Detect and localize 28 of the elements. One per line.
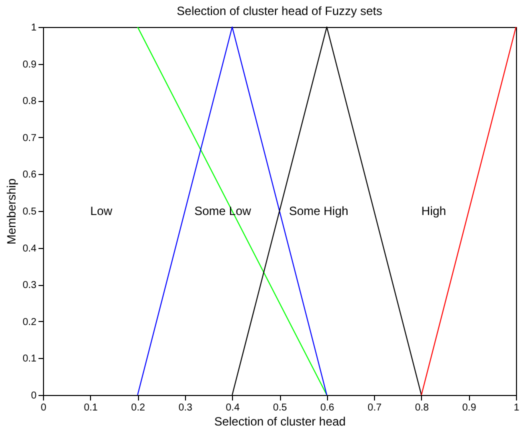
y-tick-label: 0.3 <box>22 280 37 292</box>
x-tick-label: 0.7 <box>368 402 382 414</box>
y-tick-label: 0.5 <box>22 206 37 218</box>
x-tick-label: 0.9 <box>462 402 477 414</box>
x-tick-label: 0.6 <box>320 402 335 414</box>
annotation: Some High <box>288 204 348 218</box>
y-tick-label: 0.2 <box>22 316 37 328</box>
x-tick-label: 1 <box>514 402 520 414</box>
y-tick-label: 0.8 <box>22 96 37 108</box>
y-tick-label: 0 <box>30 390 37 402</box>
annotation: High <box>421 204 446 218</box>
x-tick-label: 0.5 <box>273 402 288 414</box>
x-tick-label: 0.2 <box>131 402 146 414</box>
x-tick-label: 0.1 <box>84 402 98 414</box>
x-axis-title: Selection of cluster head <box>214 414 346 428</box>
y-tick-label: 0.4 <box>22 243 37 254</box>
y-axis-title: Membership <box>4 178 19 245</box>
x-tick-label: 0.8 <box>414 402 430 414</box>
y-tick-label: 0.9 <box>22 59 37 70</box>
y-tick-label: 0.6 <box>22 170 37 181</box>
y-tick-label: 0.7 <box>22 132 37 144</box>
annotation: Low <box>90 204 113 218</box>
y-tick-label: 1 <box>30 22 37 34</box>
y-tick-label: 0.1 <box>22 354 37 365</box>
x-tick-label: 0.3 <box>178 402 193 414</box>
x-tick-label: 0 <box>40 402 47 414</box>
x-tick-label: 0.4 <box>226 402 240 414</box>
chart-title: Selection of cluster head of Fuzzy sets <box>176 4 382 18</box>
